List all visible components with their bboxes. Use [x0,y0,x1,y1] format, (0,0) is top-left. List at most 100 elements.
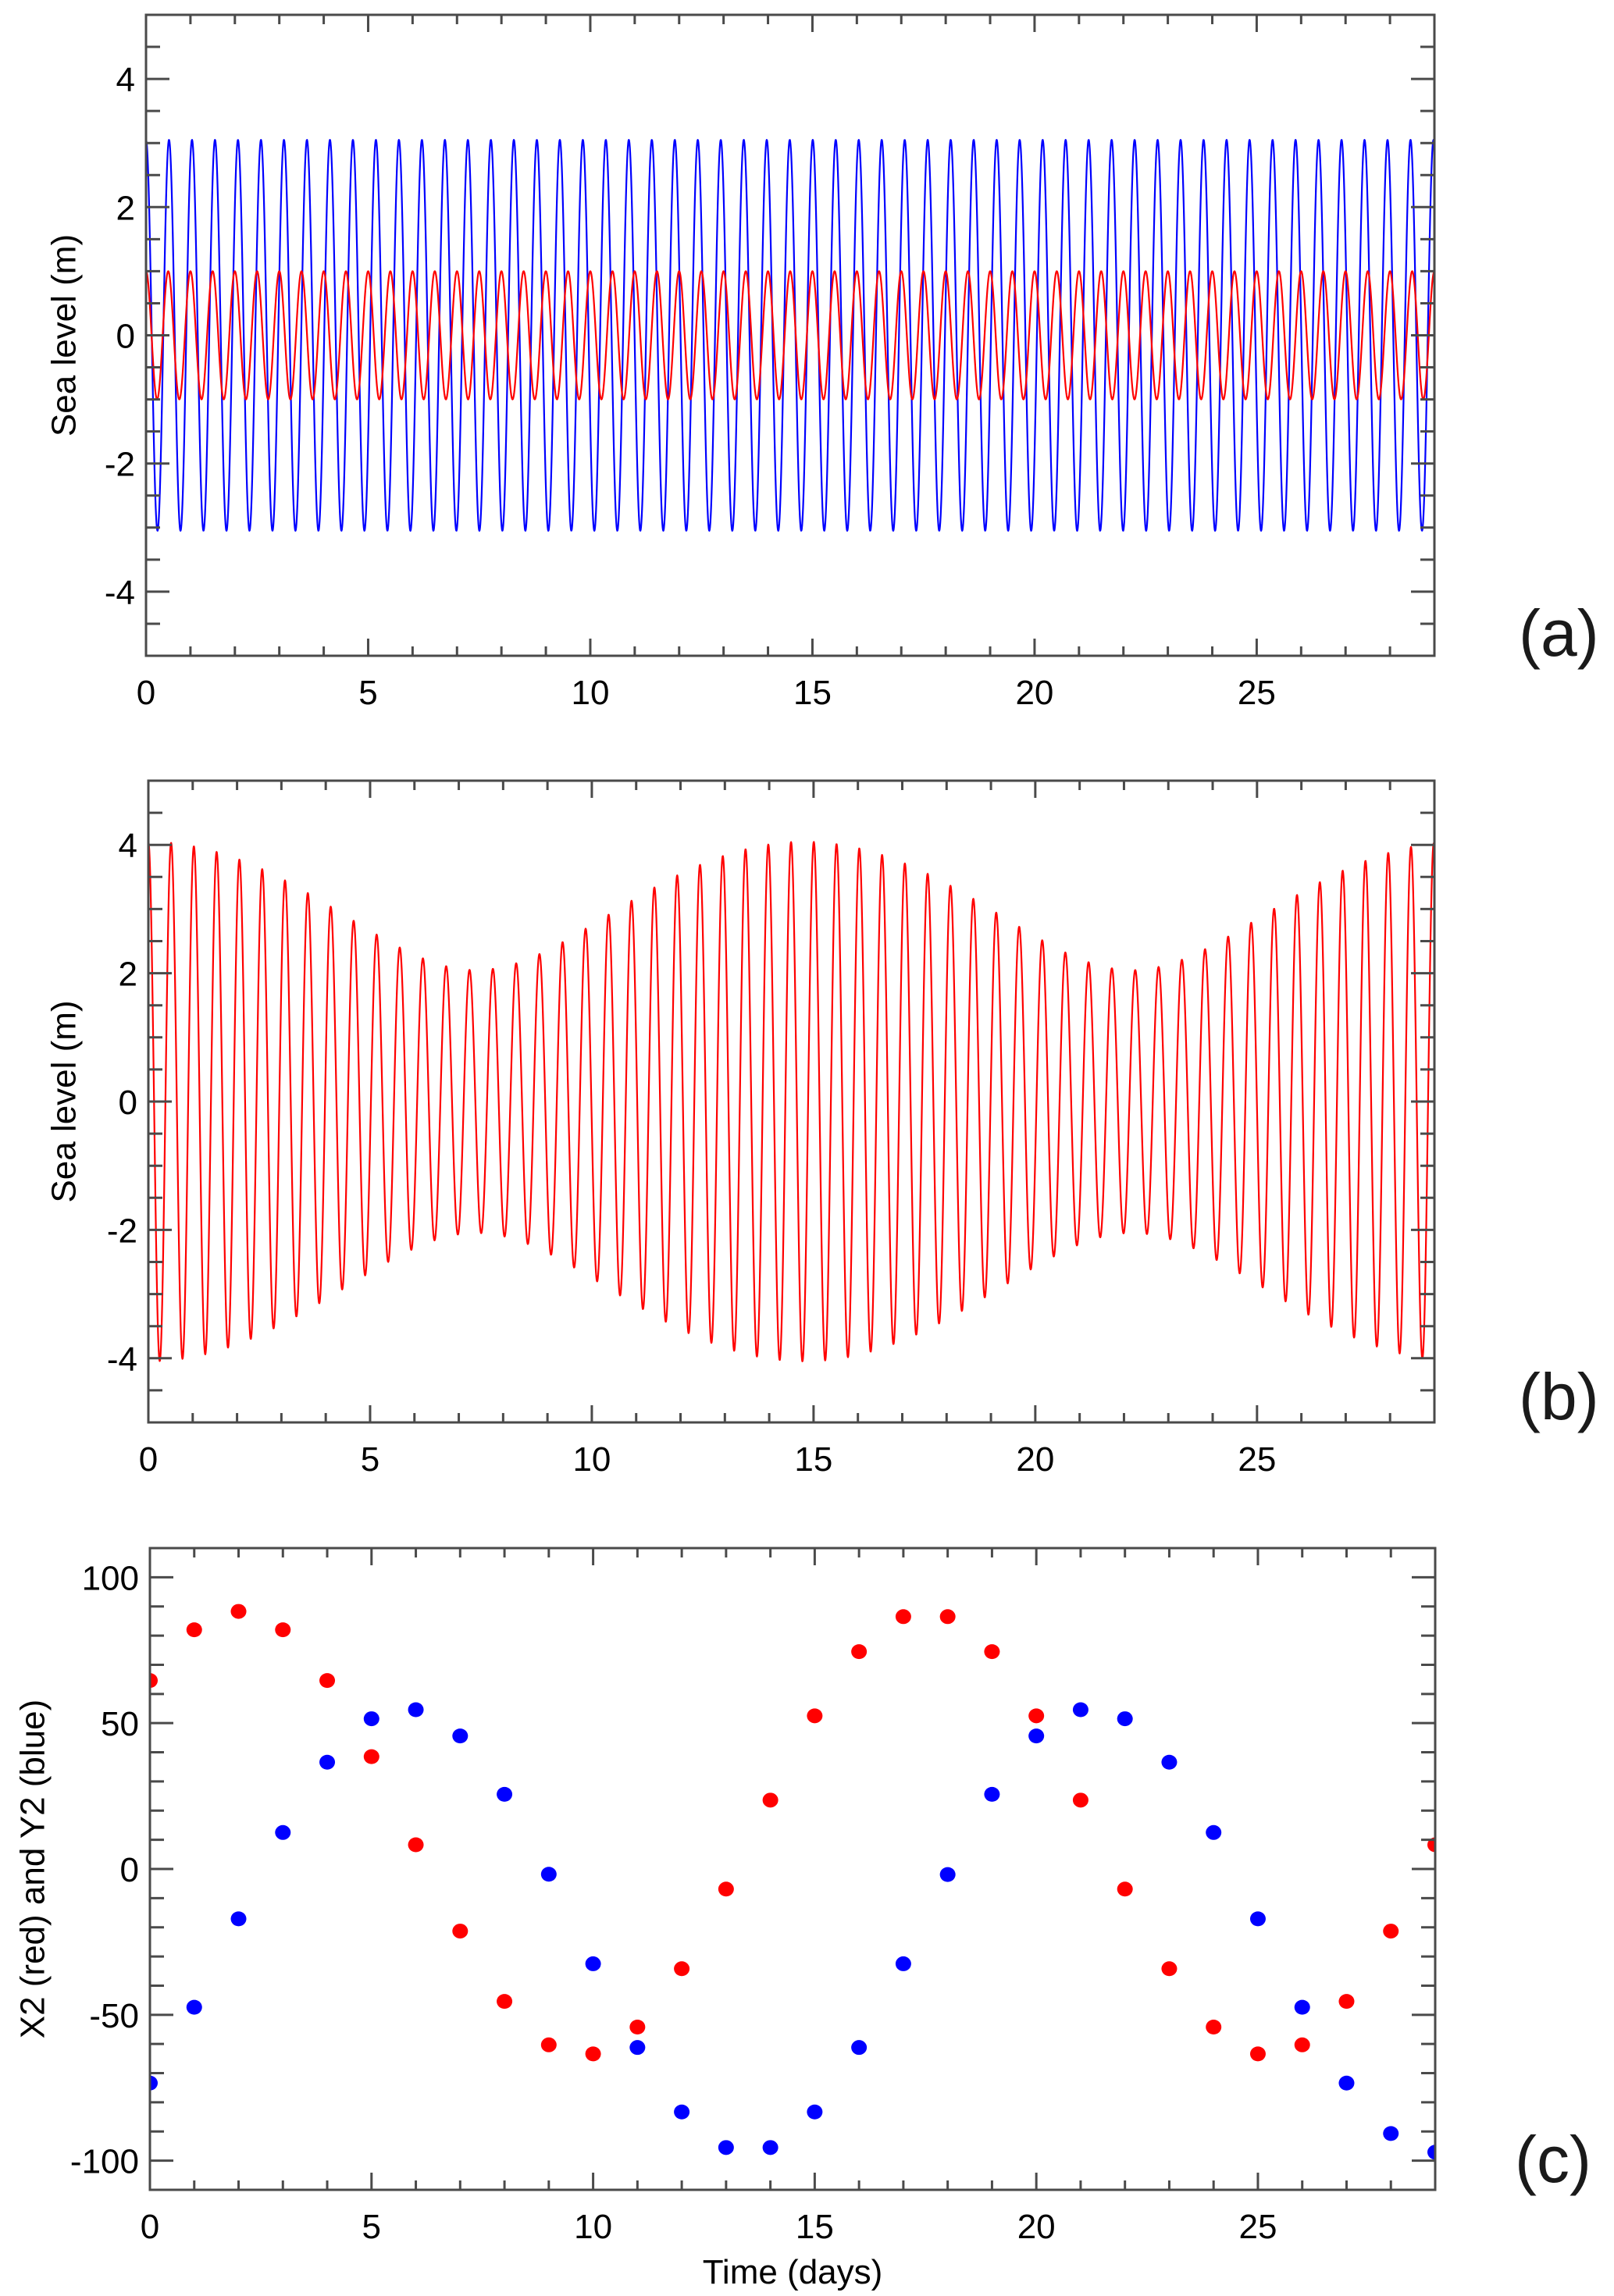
point-x2-day-10 [585,2046,601,2062]
panel-b-y-axis-label: Sea level (m) [45,1000,84,1202]
x-tick-label: 15 [794,1440,832,1479]
point-y2-day-15 [807,2104,823,2120]
panel-c-frame [148,1547,1437,2191]
panel-c-plot-area [150,1604,1435,2160]
x-tick-label: 15 [793,674,832,712]
panel-a-plot-area [146,138,1434,532]
y-tick-label: -2 [107,1212,137,1250]
point-y2-day-13 [718,2140,734,2155]
x-tick-label: 20 [1015,674,1053,712]
point-y2-day-20 [1028,1728,1045,1744]
panel-a-tick-labels: 0 5 10 15 20 25 -4 -2 0 2 4 [105,61,1276,712]
point-y2-day-1 [186,1999,202,2015]
x-tick-label: 25 [1238,674,1276,712]
panel-b-label: (b) [1519,1360,1599,1433]
point-y2-day-18 [939,1867,956,1882]
point-y2-day-2 [230,1911,247,1927]
point-y2-day-6 [408,1702,424,1718]
x-tick-label: 5 [362,2208,381,2246]
point-y2-day-4 [319,1754,336,1770]
x-tick-label: 0 [139,1440,158,1479]
y-tick-label: -2 [105,446,135,484]
point-y2-day-24 [1206,1824,1222,1840]
point-x2-day-14 [762,1792,778,1808]
y-tick-label: 4 [116,61,135,99]
panel-c-x-axis-label: Time (days) [703,2253,883,2291]
x-tick-label: 5 [361,1440,379,1479]
point-y2-day-8 [497,1786,513,1802]
y-tick-label: 2 [119,956,137,994]
point-x2-day-27 [1338,1994,1355,2009]
panel-a-label: (a) [1519,596,1599,670]
point-x2-day-25 [1249,2046,1266,2062]
point-x2-day-17 [895,1609,911,1625]
x-tick-label: 10 [572,1440,611,1479]
series-line-s2-constituent [146,270,1434,400]
point-y2-day-25 [1249,1911,1266,1927]
point-x2-day-1 [186,1622,202,1638]
y-tick-label: 4 [119,827,137,865]
point-x2-day-4 [319,1673,336,1689]
point-x2-day-6 [408,1837,424,1853]
point-x2-day-29 [1427,1837,1435,1853]
point-x2-day-19 [984,1644,1000,1660]
point-y2-day-10 [585,1956,601,1971]
point-x2-day-18 [939,1609,956,1625]
panel-c-ticks [148,1547,1437,2191]
point-y2-day-3 [275,1824,291,1840]
y-tick-label: 0 [116,318,135,356]
point-x2-day-15 [807,1708,823,1724]
point-x2-day-12 [674,1961,690,1977]
point-x2-day-20 [1028,1708,1045,1724]
point-y2-day-26 [1294,1999,1310,2015]
point-y2-day-11 [629,2040,646,2056]
point-y2-day-12 [674,2104,690,2120]
point-x2-day-8 [497,1994,513,2009]
point-y2-day-22 [1117,1711,1133,1727]
point-y2-day-9 [540,1867,557,1882]
point-x2-day-26 [1294,2037,1310,2052]
y-tick-label: -4 [107,1340,137,1379]
panel-a: 0 5 10 15 20 25 -4 -2 0 2 4 Sea level (m) (a) [45,13,1599,712]
point-y2-day-5 [363,1711,379,1727]
panel-b-tick-labels: 0 5 10 15 20 25 -4 -2 0 2 4 [107,827,1276,1479]
x-tick-label: 5 [358,674,377,712]
panel-a-frame [144,13,1436,657]
y-tick-label: -100 [70,2143,139,2181]
point-x2-day-23 [1161,1961,1178,1977]
point-x2-day-28 [1383,1924,1399,1939]
panel-a-ticks [144,13,1436,657]
point-y2-day-0 [150,2075,158,2091]
panel-c-tick-labels: 0 5 10 15 20 25 -100 -50 0 50 100 [70,1559,1277,2246]
point-x2-day-3 [275,1622,291,1638]
y-tick-label: 50 [101,1705,139,1743]
point-x2-day-5 [363,1749,379,1764]
y-tick-label: 2 [116,189,135,227]
y-tick-label: 0 [119,1084,137,1122]
panel-c: 0 5 10 15 20 25 -100 -50 0 50 100 X2 (red) and Y2 … [14,1547,1591,2291]
x-tick-label: 10 [574,2208,612,2246]
x-tick-label: 25 [1238,2208,1277,2246]
x-tick-label: 15 [796,2208,834,2246]
panel-c-y-axis-label: X2 (red) and Y2 (blue) [14,1700,52,2039]
x-tick-label: 20 [1017,2208,1056,2246]
x-tick-label: 20 [1016,1440,1054,1479]
y-tick-label: -50 [89,1997,139,2035]
y-tick-label: -4 [105,574,135,612]
series-line-m2-constituent [146,138,1434,532]
x-tick-label: 0 [141,2208,159,2246]
x-tick-label: 0 [137,674,155,712]
y-tick-label: 0 [120,1851,139,1889]
point-x2-day-16 [851,1644,868,1660]
point-x2-day-24 [1206,2020,1222,2035]
panel-b-frame [147,779,1436,1424]
point-x2-day-22 [1117,1881,1133,1897]
point-y2-day-27 [1338,2075,1355,2091]
point-y2-day-19 [984,1786,1000,1802]
point-y2-day-16 [851,2040,868,2056]
y-tick-label: 100 [82,1559,139,1597]
x-tick-label: 10 [571,674,609,712]
panel-a-y-axis-label: Sea level (m) [45,234,84,436]
point-x2-day-9 [540,2037,557,2052]
